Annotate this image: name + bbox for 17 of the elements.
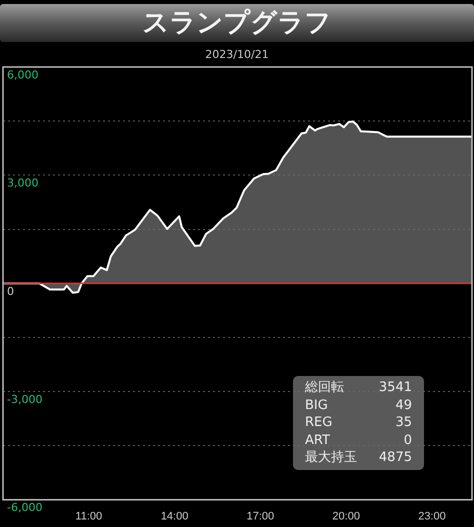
- x-tick-label: 17:00: [246, 510, 274, 522]
- y-tick-label: -6,000: [7, 501, 42, 514]
- x-tick-label: 11:00: [75, 510, 102, 522]
- x-tick-label: 14:00: [160, 510, 188, 522]
- text: 最大持玉 4875: [305, 450, 412, 465]
- x-tick-label: 20:00: [332, 510, 360, 522]
- y-tick-label: -3,000: [7, 392, 42, 406]
- y-tick-label: 6,000: [7, 68, 38, 82]
- text: 総回転 3541: [305, 380, 412, 395]
- text: BIG 49: [305, 398, 412, 412]
- y-tick-label: 0: [7, 284, 14, 298]
- x-tick-label: 23:00: [418, 510, 446, 522]
- text: REG 35: [305, 415, 412, 430]
- chart-subtitle: 2023/10/21: [204, 48, 270, 61]
- chart-title: スランプグラフ: [0, 4, 474, 42]
- y-tick-label: 3,000: [7, 176, 38, 190]
- text: ART 0: [305, 432, 412, 448]
